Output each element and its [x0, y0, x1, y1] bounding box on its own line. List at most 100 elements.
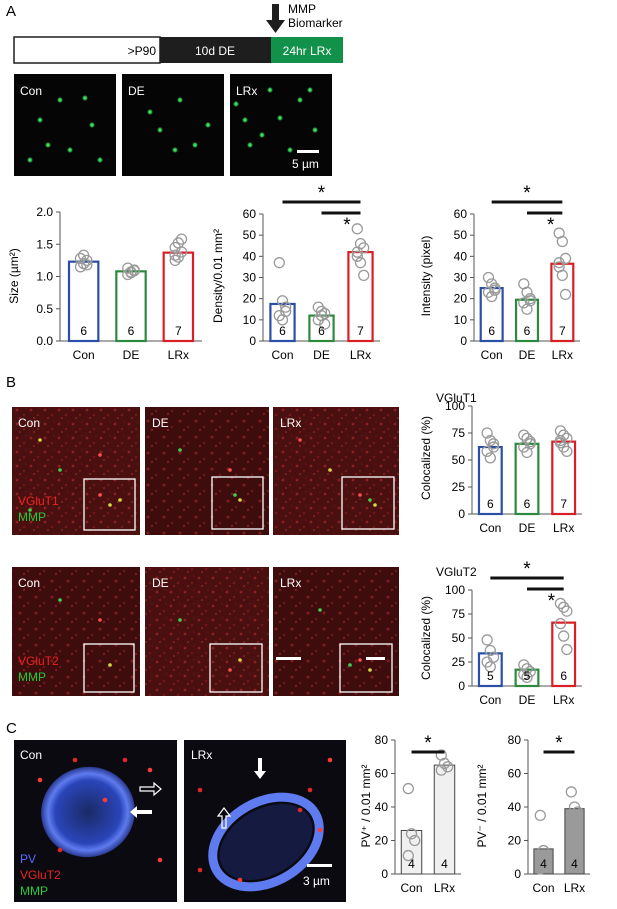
- c-cell-lrx-interior: [219, 804, 313, 880]
- n-label: 7: [357, 324, 364, 338]
- red-punctum: [307, 787, 313, 793]
- green-punctum: [67, 147, 73, 153]
- data-point: [521, 671, 533, 684]
- biomarker-arrow-icon: [266, 4, 285, 33]
- data-point: [276, 314, 289, 326]
- x-tick-label: DE: [123, 348, 140, 362]
- data-point: [558, 630, 570, 642]
- y-axis-label: PV⁺ / 0.01 mm²: [359, 764, 373, 847]
- a-micrographs: Con DE LRx 5 µm: [14, 74, 332, 176]
- data-point: [486, 290, 498, 303]
- data-point: [537, 844, 550, 857]
- n-label: 6: [128, 324, 135, 338]
- data-point: [484, 434, 496, 447]
- y-tick-label: 20: [508, 834, 522, 848]
- y-tick-label: 80: [375, 733, 389, 747]
- data-point: [128, 265, 140, 277]
- bar-con: [533, 848, 554, 875]
- y-tick-label: 40: [375, 800, 389, 814]
- b-image-row2-con: [12, 567, 140, 696]
- n-label: 6: [318, 324, 325, 338]
- b-vglut2-chart: 0 25 50 75 100 Colocalized (%) 5 Con 5 DE 6 LRx * *: [419, 559, 582, 707]
- b-image-row2-lrx: [273, 567, 399, 696]
- green-punctum: [172, 147, 178, 153]
- red-punctum: [72, 757, 78, 763]
- b-image-row1-con: [12, 407, 140, 535]
- y-tick-label: 40: [454, 249, 468, 263]
- data-point: [402, 782, 414, 795]
- x-tick-label: Con: [400, 881, 422, 895]
- b-inset-row2-de: [209, 643, 263, 693]
- b-vglut1-title: VGluT1: [436, 391, 477, 405]
- green-punctum: [267, 87, 273, 93]
- a-intensity-chart: 0 10 20 30 40 50 60 Intensity (pixel) 6 Con 6 DE 7 LR…: [419, 183, 580, 362]
- punctum: [108, 663, 112, 667]
- b-inset-row2-lrx: [339, 643, 393, 693]
- y-tick-label: 50: [452, 631, 466, 645]
- arrow-label-line2: Biomarker: [288, 16, 343, 30]
- y-tick-label: 50: [243, 228, 257, 242]
- significance-star: *: [547, 215, 555, 236]
- b-image-row1-de: [145, 407, 269, 535]
- a-image-label-de: DE: [128, 84, 145, 98]
- data-point: [558, 429, 570, 441]
- arrow-label-line1: MMP: [288, 2, 316, 16]
- punctum: [228, 468, 232, 472]
- data-point: [484, 661, 496, 673]
- x-tick-label: DE: [519, 693, 536, 707]
- data-point: [534, 863, 546, 875]
- data-point: [175, 233, 188, 245]
- n-label: 5: [487, 669, 494, 683]
- b-label-row2-lrx: LRx: [280, 576, 301, 590]
- green-punctum: [277, 115, 283, 121]
- y-tick-label: 25: [452, 480, 466, 494]
- timeline: >P90 10d DE 24hr LRx MMP Biomarker: [13, 2, 343, 64]
- y-tick-label: 0.0: [36, 334, 53, 348]
- y-tick-label: 0: [460, 334, 467, 348]
- data-point: [524, 665, 536, 678]
- data-point: [402, 849, 414, 862]
- b-stain-row2-vglut2: VGluT2: [18, 654, 59, 668]
- a-size-chart: 0.0 0.5 1.0 1.5 2.0 Size (µm²) 6 Con 6 DE 7 LRx: [7, 205, 202, 362]
- significance-star: *: [424, 733, 432, 754]
- x-tick-label: Con: [532, 881, 554, 895]
- punctum: [58, 598, 62, 602]
- n-label: 6: [487, 497, 494, 511]
- red-punctum: [197, 867, 203, 873]
- significance-star: *: [523, 183, 531, 204]
- timeline-segment-p90: [13, 36, 161, 64]
- y-tick-label: 20: [375, 834, 389, 848]
- data-point: [74, 252, 87, 265]
- c-scale-bar: [307, 864, 332, 867]
- n-label: 6: [524, 497, 531, 511]
- green-punctum: [37, 117, 43, 123]
- green-punctum: [192, 142, 198, 148]
- y-tick-label: 40: [243, 249, 257, 263]
- panel-label-c: C: [6, 720, 17, 737]
- data-point: [409, 834, 421, 847]
- data-point: [554, 434, 567, 447]
- green-punctum: [82, 95, 88, 101]
- y-tick-label: 75: [452, 426, 466, 440]
- y-axis-label: Colocalized (%): [419, 416, 433, 500]
- y-tick-label: 1.0: [36, 270, 53, 284]
- data-point: [561, 605, 573, 617]
- bar-lrx: [347, 251, 374, 343]
- x-tick-label: Con: [73, 348, 95, 362]
- a-image-label-lrx: LRx: [236, 84, 257, 98]
- b-stain-row1-vglut1: VGluT1: [18, 494, 59, 508]
- b-label-row1-lrx: LRx: [280, 416, 301, 430]
- data-point: [554, 597, 567, 610]
- data-point: [435, 764, 447, 776]
- n-label: 6: [80, 324, 87, 338]
- data-point: [553, 257, 565, 269]
- y-tick-label: 100: [445, 399, 465, 413]
- y-tick-label: 30: [243, 271, 257, 285]
- c-stain-pv: PV: [20, 852, 36, 866]
- b-stain-row2-mmp: MMP: [18, 670, 46, 684]
- n-label: 6: [560, 669, 567, 683]
- red-punctum: [57, 847, 63, 853]
- data-point: [565, 811, 577, 823]
- a-scale-bar: [297, 150, 319, 153]
- data-point: [556, 235, 568, 248]
